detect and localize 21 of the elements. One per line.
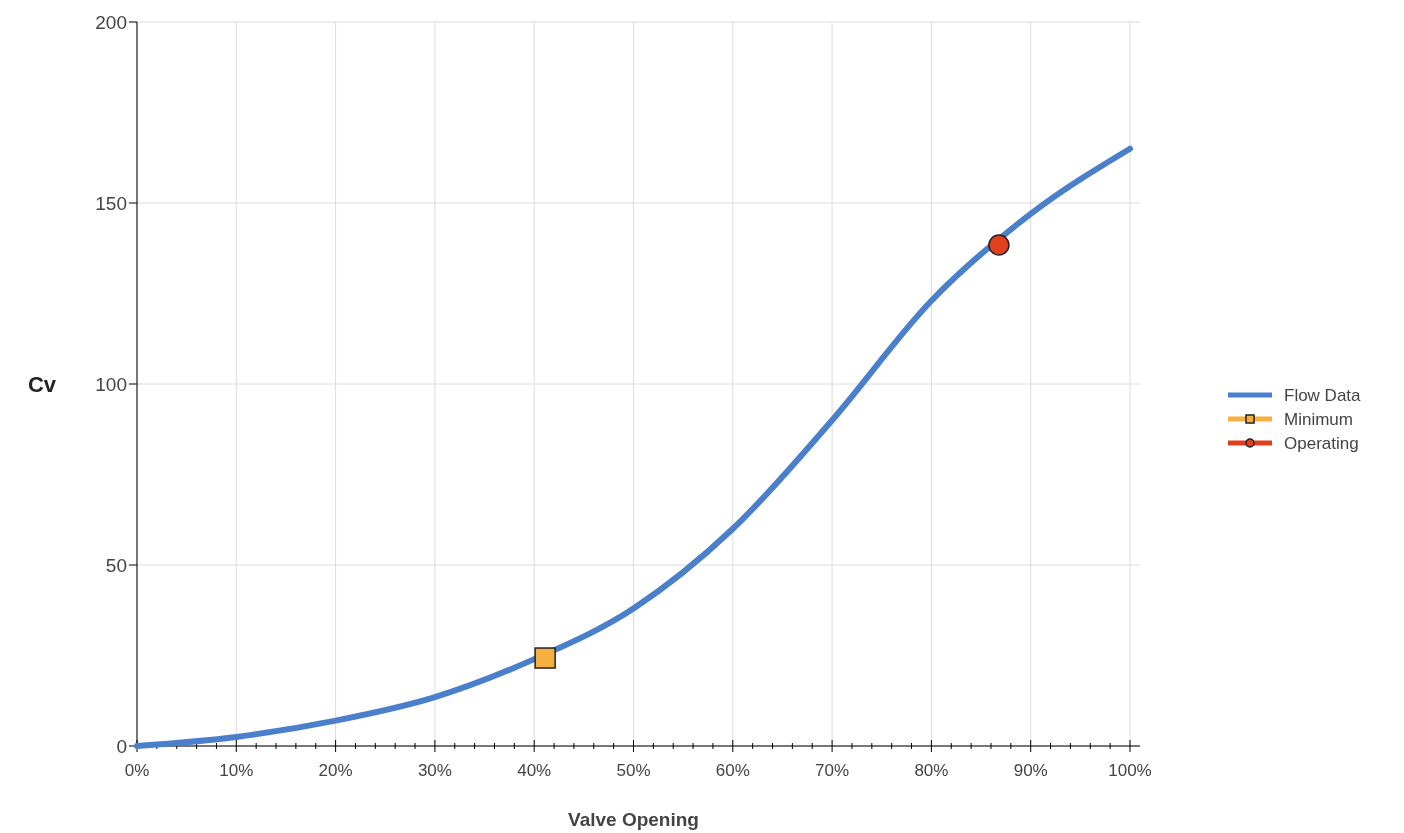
x-tick-label: 70% xyxy=(815,761,850,780)
x-axis-title: Valve Opening xyxy=(568,809,699,830)
legend-label: Operating xyxy=(1284,433,1359,453)
x-tick-label: 50% xyxy=(616,761,651,780)
x-tick-label: 0% xyxy=(124,761,150,780)
x-tick-label: 30% xyxy=(417,761,452,780)
y-tick-label: 0 xyxy=(116,735,127,757)
x-tick-label: 20% xyxy=(318,761,353,780)
y-tick-label: 150 xyxy=(95,192,127,214)
legend-label: Flow Data xyxy=(1284,385,1362,405)
x-tick-label: 10% xyxy=(219,761,254,780)
y-axis-title: Cv xyxy=(27,371,57,397)
legend-label: Minimum xyxy=(1284,409,1353,429)
x-tick-label: 100% xyxy=(1108,761,1152,780)
x-tick-label: 60% xyxy=(715,761,750,780)
y-tick-label: 50 xyxy=(105,554,127,576)
y-tick-label: 200 xyxy=(95,11,127,33)
y-tick-label: 100 xyxy=(95,373,127,395)
x-tick-label: 40% xyxy=(517,761,552,780)
x-tick-label: 90% xyxy=(1013,761,1048,780)
x-tick-label: 80% xyxy=(914,761,949,780)
